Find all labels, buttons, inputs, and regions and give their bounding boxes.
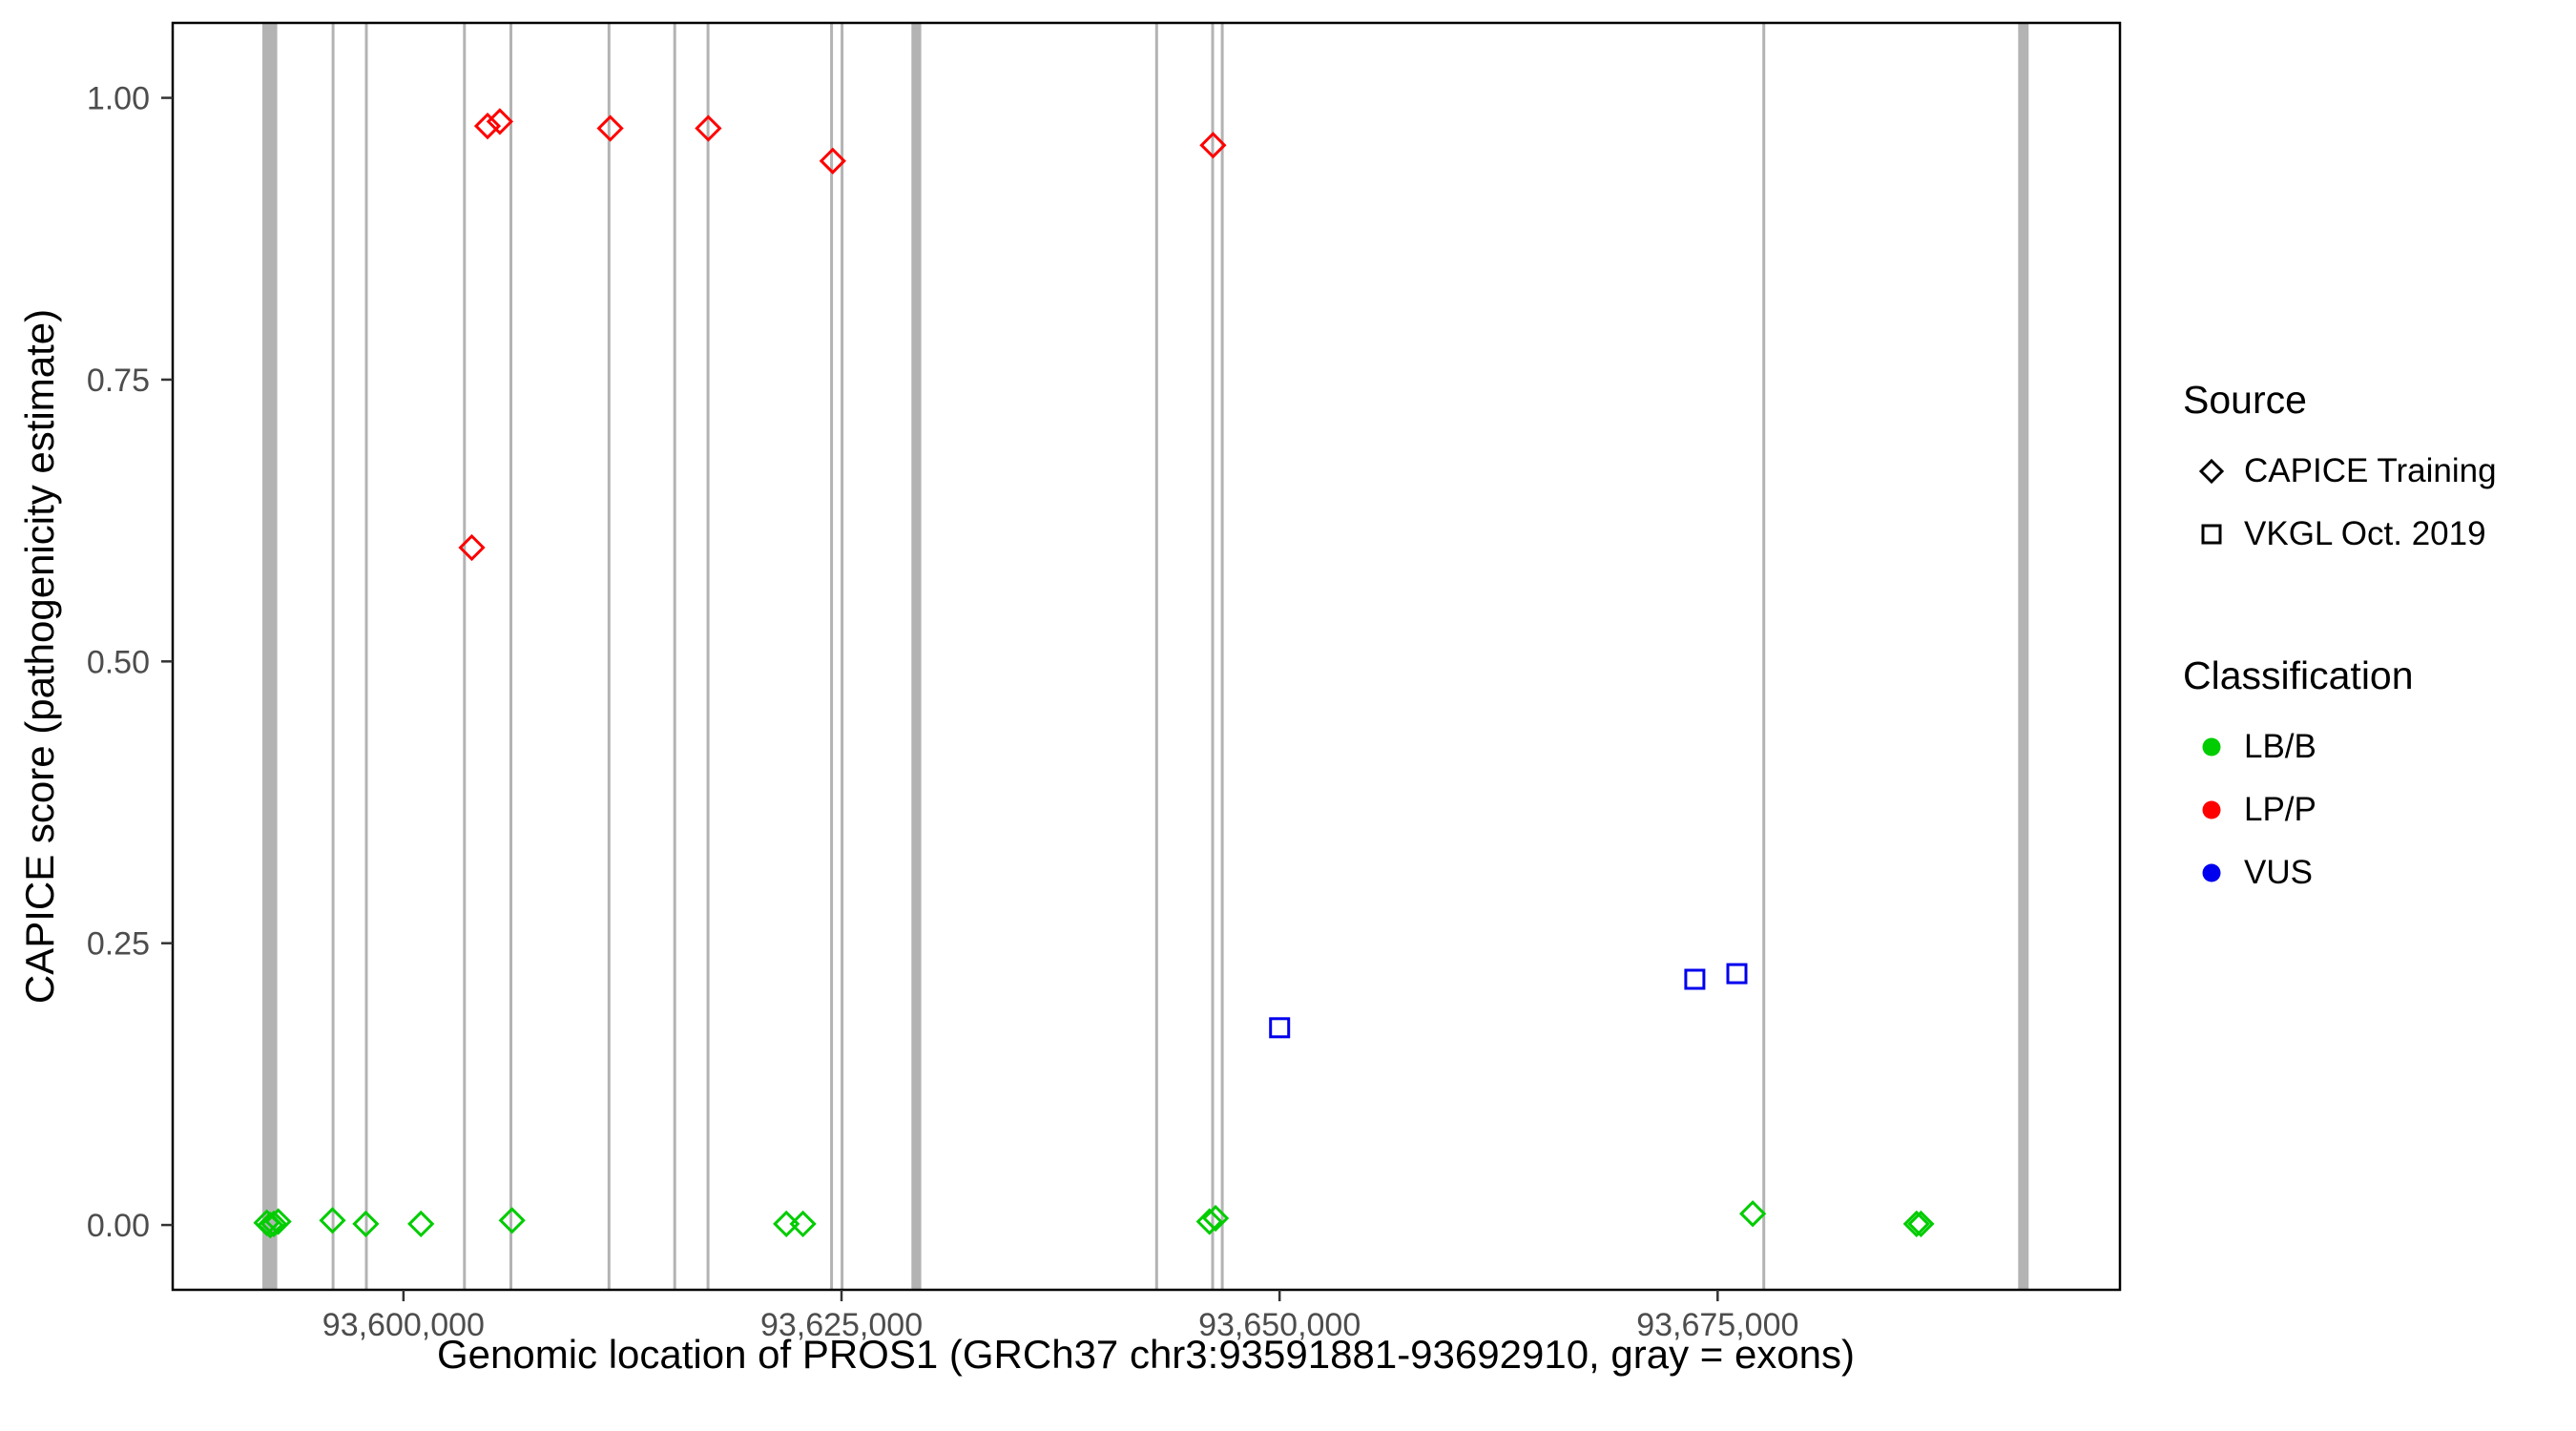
data-point-diamond: [596, 114, 624, 142]
exon-bar: [673, 23, 676, 1290]
legend-item: LB/B: [2183, 716, 2565, 778]
y-tick-label: 0.50: [87, 644, 150, 680]
data-point-diamond: [1201, 1204, 1230, 1233]
data-point-diamond: [486, 108, 514, 135]
legend-item: VKGL Oct. 2019: [2183, 503, 2565, 566]
y-tick-label: 0.25: [87, 926, 150, 963]
data-point-diamond: [257, 1211, 284, 1239]
exon-bar: [2018, 23, 2029, 1290]
data-point-diamond: [695, 114, 722, 142]
data-point-square: [1726, 963, 1748, 985]
exon-bar: [841, 23, 844, 1290]
exon-bar: [607, 23, 611, 1290]
data-point-diamond: [352, 1210, 380, 1238]
data-point-diamond: [473, 112, 502, 140]
x-tick-label: 93,625,000: [760, 1307, 923, 1343]
data-point-square: [1684, 968, 1706, 990]
data-point-diamond: [407, 1210, 435, 1238]
data-point-diamond: [1199, 132, 1227, 159]
legend: Source CAPICE Training VKGL Oct. 2019 Cla…: [2183, 378, 2565, 904]
exon-bar: [1211, 23, 1215, 1290]
square-icon: [2201, 524, 2222, 545]
dot-icon: [2202, 737, 2221, 757]
dot-icon: [2202, 800, 2221, 819]
exon-bar: [1762, 23, 1766, 1290]
legend-classification-items: LB/B LP/P VUS: [2183, 716, 2565, 904]
data-point-diamond: [1907, 1210, 1935, 1238]
exon-bar: [706, 23, 710, 1290]
legend-source-title: Source: [2183, 378, 2307, 422]
legend-item: CAPICE Training: [2183, 440, 2565, 503]
data-point-diamond: [1195, 1208, 1223, 1235]
y-axis-title: CAPICE score (pathogenicity estimate): [17, 308, 62, 1005]
exon-bar: [1154, 23, 1158, 1290]
legend-item-label: VKGL Oct. 2019: [2244, 515, 2486, 552]
data-point-diamond: [260, 1210, 288, 1238]
exon-bar: [331, 23, 335, 1290]
data-point-diamond: [789, 1210, 817, 1238]
exon-bar: [1220, 23, 1224, 1290]
dot-icon: [2202, 863, 2221, 882]
y-tick-label: 0.00: [87, 1208, 150, 1244]
exon-bar: [911, 23, 922, 1290]
data-point-diamond: [1738, 1200, 1767, 1228]
legend-item: LP/P: [2183, 778, 2565, 841]
data-point-diamond: [264, 1208, 292, 1235]
data-point-diamond: [819, 147, 846, 175]
legend-item-label: LB/B: [2244, 728, 2316, 765]
data-point-square: [1269, 1017, 1291, 1039]
exon-bar: [262, 23, 278, 1290]
legend-item-label: LP/P: [2244, 791, 2316, 828]
data-point-diamond: [1902, 1210, 1930, 1238]
x-axis-title: Genomic location of PROS1 (GRCh37 chr3:9…: [436, 1332, 1856, 1377]
legend-group-source: Source CAPICE Training VKGL Oct. 2019: [2183, 378, 2565, 566]
legend-group-classification: Classification LB/B LP/P VUS: [2183, 653, 2565, 904]
x-tick-label: 93,675,000: [1636, 1307, 1798, 1343]
y-tick-label: 0.75: [87, 363, 150, 399]
panel-border: [171, 21, 2122, 1292]
legend-source-items: CAPICE Training VKGL Oct. 2019: [2183, 440, 2565, 566]
data-point-diamond: [498, 1207, 526, 1234]
legend-classification-title: Classification: [2183, 653, 2414, 697]
exon-bar: [830, 23, 834, 1290]
legend-item-label: VUS: [2244, 854, 2313, 891]
legend-item: VUS: [2183, 841, 2565, 904]
diamond-icon: [2198, 458, 2225, 485]
exon-bar: [463, 23, 467, 1290]
data-point-diamond: [458, 533, 486, 562]
data-point-diamond: [773, 1210, 800, 1238]
legend-item-label: CAPICE Training: [2244, 452, 2497, 489]
x-tick-label: 93,600,000: [322, 1307, 485, 1343]
exon-bar: [364, 23, 368, 1290]
x-tick-label: 93,650,000: [1198, 1307, 1361, 1343]
exon-bar: [509, 23, 512, 1290]
y-tick-label: 1.00: [87, 81, 150, 117]
data-point-diamond: [319, 1207, 346, 1234]
